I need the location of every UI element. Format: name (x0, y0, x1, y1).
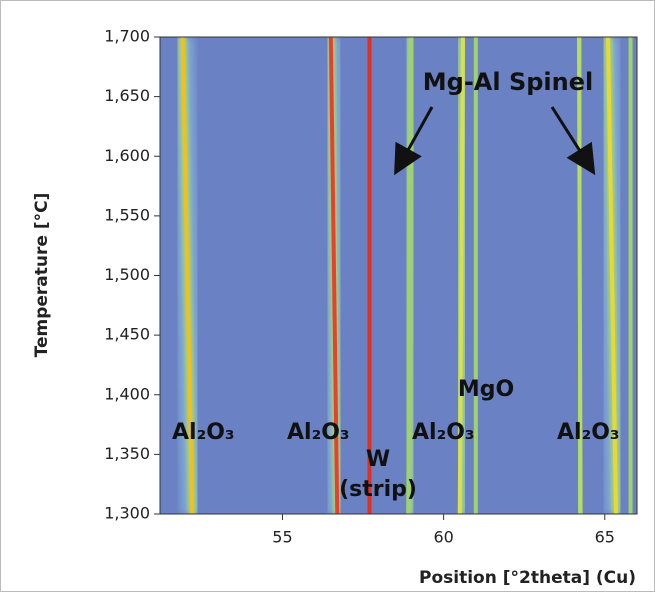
annotation: Al₂O₃ (287, 420, 350, 445)
y-tick-label: 1,450 (104, 325, 150, 344)
annotation: (strip) (339, 477, 417, 502)
peak (328, 37, 340, 514)
y-tick-label: 1,500 (104, 265, 150, 284)
x-tick-label: 65 (595, 528, 615, 547)
peak (576, 37, 583, 514)
annotation: Al₂O₃ (172, 420, 235, 445)
y-tick-label: 1,400 (104, 384, 150, 403)
annotation: Al₂O₃ (412, 420, 475, 445)
x-tick-label: 60 (433, 528, 453, 547)
y-tick-label: 1,350 (104, 444, 150, 463)
y-tick-label: 1,650 (104, 86, 150, 105)
y-tick-label: 1,300 (104, 504, 150, 523)
peak (605, 37, 619, 514)
y-axis-label: Temperature [°C] (32, 193, 52, 358)
arrow (394, 106, 434, 176)
peak (457, 37, 465, 514)
annotation: MgO (458, 377, 514, 402)
x-tick-label: 55 (272, 528, 292, 547)
annotation: W (366, 447, 390, 472)
y-tick-label: 1,600 (104, 146, 150, 165)
annotation: Al₂O₃ (557, 420, 620, 445)
x-axis-label: Position [°2theta] (Cu) (419, 568, 636, 588)
peak (406, 37, 414, 514)
annotation: Mg-Al Spinel (423, 68, 593, 96)
y-tick-label: 1,700 (104, 27, 150, 46)
y-tick-label: 1,550 (104, 205, 150, 224)
peak (180, 37, 195, 514)
arrow (550, 106, 596, 176)
